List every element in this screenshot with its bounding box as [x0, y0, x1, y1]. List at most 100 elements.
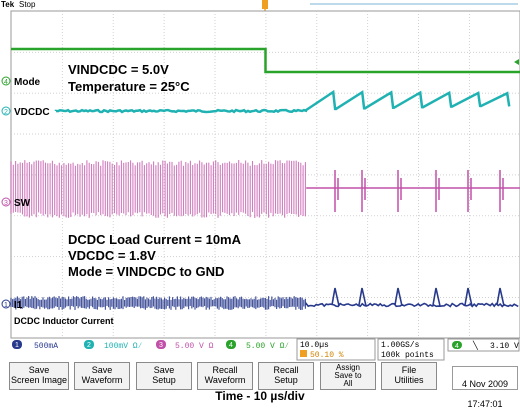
grid-dot	[469, 41, 470, 42]
save-setup-button[interactable]: Save Setup	[136, 362, 192, 390]
grid-dot	[119, 133, 120, 135]
grid-dot	[479, 297, 480, 298]
grid-dot	[316, 284, 318, 285]
grid-dot	[92, 174, 93, 176]
grid-dot	[265, 26, 267, 27]
grid-dot	[164, 215, 165, 217]
svg-text:3: 3	[159, 342, 163, 349]
grid-dot	[367, 245, 369, 246]
grid-dot	[469, 125, 470, 126]
save-screen-image-button[interactable]: Save Screen Image	[9, 362, 69, 390]
grid-dot	[353, 133, 354, 135]
grid-dot	[418, 161, 419, 162]
grid-dot	[35, 215, 36, 217]
grid-dot	[367, 218, 369, 219]
grid-dot	[212, 215, 213, 217]
recall-waveform-button[interactable]: Recall Waveform	[197, 362, 253, 390]
grid-dot	[61, 89, 63, 90]
grid-dot	[347, 51, 348, 53]
grid-dot	[20, 297, 21, 298]
grid-dot	[418, 227, 419, 228]
grid-dot	[500, 133, 501, 135]
grid-dot	[164, 92, 165, 94]
grid-dot	[265, 86, 267, 87]
grid-dot	[467, 256, 468, 258]
grid-dot	[316, 113, 318, 114]
grid-dot	[367, 161, 369, 162]
grid-dot	[101, 51, 102, 53]
grid-dot	[469, 278, 470, 279]
grid-dot	[316, 326, 318, 327]
grid-dot	[143, 174, 144, 176]
grid-dot	[61, 95, 63, 96]
grid-dot	[473, 92, 474, 94]
grid-dot	[209, 297, 210, 298]
grid-dot	[479, 215, 480, 217]
save-waveform-button[interactable]: Save Waveform	[74, 362, 130, 390]
grid-dot	[110, 256, 111, 258]
grid-dot	[491, 174, 492, 176]
grid-dot	[440, 133, 441, 135]
grid-dot	[350, 215, 351, 217]
file-utilities-button[interactable]: File Utilities	[381, 362, 437, 390]
grid-dot	[455, 174, 456, 176]
grid-dot	[347, 297, 348, 298]
grid-dot	[50, 133, 51, 135]
grid-dot	[161, 256, 162, 258]
grid-dot	[214, 140, 216, 141]
grid-dot	[61, 68, 63, 69]
grid-dot	[326, 51, 327, 53]
grid-dot	[214, 299, 216, 300]
grid-dot	[367, 68, 369, 69]
grid-dot	[362, 133, 363, 135]
grid-dot	[485, 133, 486, 135]
grid-dot	[316, 296, 318, 297]
grid-dot	[418, 311, 419, 312]
timebase-readout: 10.0µs	[300, 341, 329, 350]
grid-dot	[316, 101, 318, 102]
grid-dot	[467, 51, 468, 53]
grid-dot	[316, 275, 318, 276]
grid-dot	[194, 256, 195, 258]
grid-dot	[163, 53, 165, 54]
grid-dot	[410, 297, 411, 298]
grid-dot	[265, 20, 267, 21]
grid-dot	[316, 65, 318, 66]
grid-dot	[163, 323, 165, 324]
grid-dot	[107, 133, 108, 135]
recall-setup-button[interactable]: Recall Setup	[258, 362, 314, 390]
grid-dot	[329, 215, 330, 217]
grid-dot	[163, 290, 165, 291]
grid-dot	[494, 174, 495, 176]
grid-dot	[418, 83, 419, 84]
grid-dot	[23, 51, 24, 53]
grid-dot	[242, 51, 243, 53]
grid-dot	[112, 35, 114, 36]
grid-dot	[419, 174, 420, 176]
grid-dot	[509, 297, 510, 298]
grid-dot	[61, 140, 63, 141]
grid-dot	[163, 140, 165, 141]
grid-dot	[163, 185, 165, 186]
assign-save-button[interactable]: Assign Save to All	[320, 362, 376, 390]
grid-dot	[458, 51, 459, 53]
grid-dot	[469, 176, 470, 177]
grid-dot	[163, 227, 165, 228]
grid-dot	[367, 140, 369, 141]
grid-dot	[173, 133, 174, 135]
grid-dot	[119, 215, 120, 217]
grid-dot	[338, 174, 339, 176]
grid-dot	[287, 297, 288, 298]
grid-dot	[316, 128, 318, 129]
grid-dot	[469, 17, 470, 18]
grid-dot	[214, 221, 216, 222]
grid-dot	[367, 116, 369, 117]
grid-dot	[173, 92, 174, 94]
grid-dot	[14, 174, 15, 176]
grid-dot	[194, 215, 195, 217]
grid-dot	[214, 308, 216, 309]
grid-dot	[418, 299, 419, 300]
grid-dot	[316, 41, 318, 42]
grid-dot	[260, 297, 261, 298]
grid-dot	[469, 317, 470, 318]
